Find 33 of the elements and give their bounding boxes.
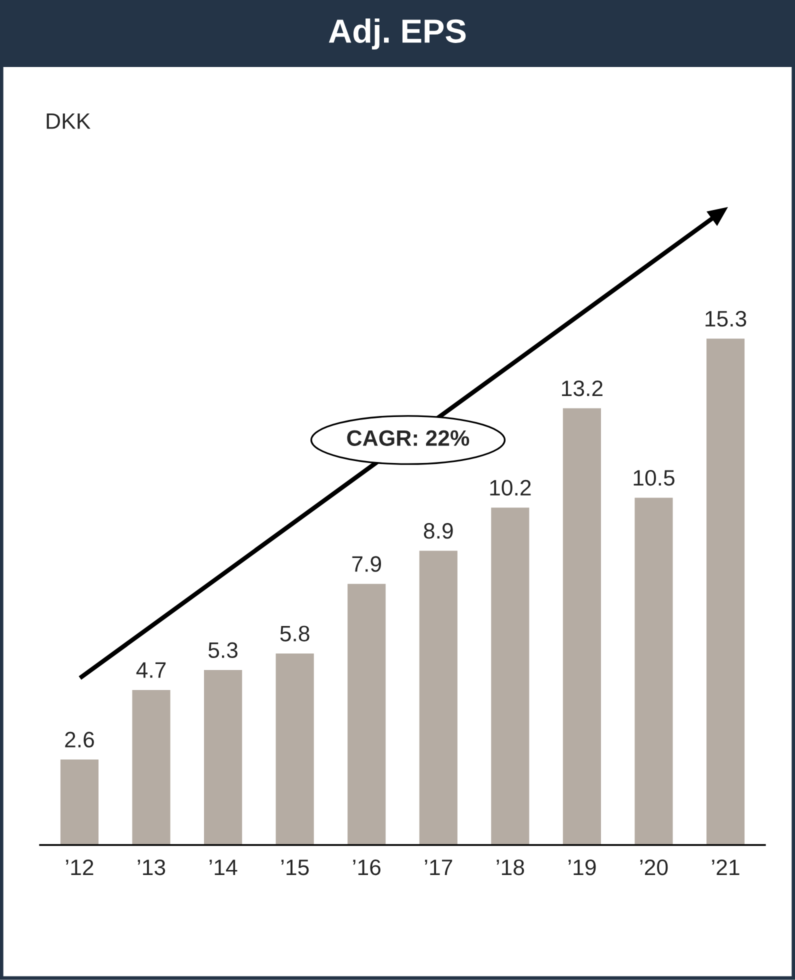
chart-title: Adj. EPS <box>328 18 466 50</box>
annotation: CAGR: 22% <box>347 430 470 446</box>
bar <box>274 652 316 845</box>
x-tick-label: ’21 <box>712 859 740 875</box>
data-label: 5.8 <box>280 626 310 642</box>
data-label: 8.9 <box>424 522 453 539</box>
bar <box>346 582 388 845</box>
bar <box>633 496 674 845</box>
x-tick-label: ’18 <box>496 859 524 876</box>
bar <box>130 688 172 845</box>
bar <box>418 549 459 845</box>
data-label: 2.6 <box>65 732 94 748</box>
x-tick-label: ’14 <box>210 860 238 875</box>
bar <box>562 406 602 845</box>
x-tick-label: ’20 <box>640 859 668 876</box>
data-label: 4.7 <box>136 662 166 678</box>
x-tick-label: ’15 <box>281 860 309 876</box>
x-tick-label: ’12 <box>66 859 94 875</box>
bar <box>490 506 531 845</box>
x-tick-label: ’16 <box>353 859 380 876</box>
bar <box>705 337 746 845</box>
bar <box>59 758 100 845</box>
data-label: 7.9 <box>352 556 382 572</box>
data-label: 13.2 <box>562 380 602 396</box>
text: DKK <box>46 113 90 129</box>
x-tick-label: ’13 <box>138 859 166 876</box>
data-label: 10.2 <box>490 480 531 496</box>
data-label: 15.3 <box>706 310 746 327</box>
bar <box>202 668 244 845</box>
data-label: 5.3 <box>208 642 238 658</box>
data-label: 10.5 <box>634 470 674 486</box>
x-tick-label: ’17 <box>424 860 452 875</box>
x-tick-label: ’19 <box>568 859 596 876</box>
